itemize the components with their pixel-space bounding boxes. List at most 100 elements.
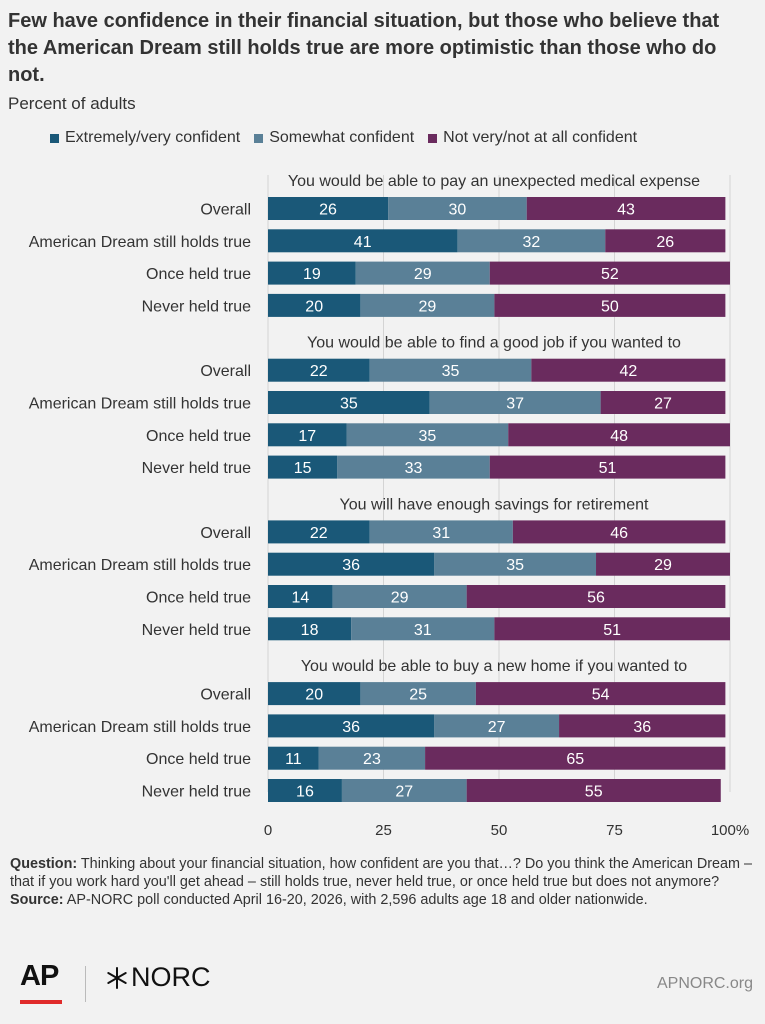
data-label: 36 (633, 719, 651, 736)
data-label: 52 (601, 266, 619, 283)
bar-segment (489, 261, 730, 285)
data-label: 35 (506, 557, 524, 574)
legend-label-not-very: Not very/not at all confident (443, 129, 638, 146)
source-text: AP-NORC poll conducted April 16-20, 2026… (63, 892, 648, 908)
row-label: Once held true (146, 590, 251, 607)
data-label: 29 (654, 557, 672, 574)
legend-swatch-somewhat (254, 133, 264, 143)
bar-segment (388, 197, 527, 220)
bar-segment (559, 714, 726, 738)
bar-segment (434, 714, 560, 738)
x-tick-label: 25 (375, 822, 392, 839)
data-label: 35 (340, 396, 358, 413)
data-label: 46 (610, 525, 628, 542)
bar-segment (429, 391, 601, 414)
bar-segment (360, 293, 495, 317)
chart-subtitle: Percent of adults (8, 94, 136, 113)
legend-swatch-not-very (428, 133, 438, 143)
data-label: 36 (342, 557, 360, 574)
bar-segment (425, 746, 726, 770)
row-label: American Dream still holds true (29, 719, 251, 736)
bar-segment (369, 358, 532, 382)
data-label: 26 (656, 234, 674, 251)
data-label: 19 (303, 266, 321, 283)
bar-segment (355, 261, 490, 285)
question-note: Question: Thinking about your financial … (10, 855, 755, 891)
bar-segment (600, 391, 726, 414)
bar-segment (351, 617, 495, 641)
x-tick-label: 75 (606, 822, 623, 839)
data-label: 36 (342, 719, 360, 736)
legend-item-somewhat: Somewhat confident (254, 129, 414, 147)
ap-logo-underline (20, 1000, 62, 1004)
row-label: Never held true (142, 622, 251, 639)
source-label: Source: (10, 892, 64, 908)
data-label: 65 (566, 751, 584, 768)
norc-logo: NORC (105, 962, 211, 993)
legend: Extremely/very confident Somewhat confid… (50, 129, 637, 147)
bar-segment (360, 682, 476, 706)
bar-segment (337, 455, 490, 479)
data-label: 31 (414, 622, 432, 639)
bar-segment (341, 779, 467, 802)
data-label: 20 (305, 298, 323, 315)
data-label: 51 (603, 622, 621, 639)
bar-segment (268, 261, 356, 285)
data-label: 42 (619, 363, 637, 380)
bar-segment (268, 391, 430, 414)
chart-title: Few have confidence in their financial s… (8, 10, 720, 86)
bar-segment (268, 617, 352, 641)
logo-divider (85, 966, 86, 1002)
data-label: 37 (506, 396, 524, 413)
question-label: Question: (10, 856, 78, 872)
stacked-bar-chart: 0 25 50 75 100% You would be able to pay an u… (29, 173, 749, 839)
row-label: Overall (200, 363, 251, 380)
data-label: 27 (488, 719, 506, 736)
data-label: 35 (418, 428, 436, 445)
row-label: Never held true (142, 460, 251, 477)
bar-segment (268, 520, 370, 544)
bar-segment (596, 552, 730, 576)
bar-segment (268, 423, 347, 447)
data-label: 33 (405, 460, 423, 477)
legend-label-extremely-very: Extremely/very confident (65, 129, 241, 146)
row-label: American Dream still holds true (29, 234, 251, 251)
row-label: Once held true (146, 266, 251, 283)
group-title: You would be able to buy a new home if y… (301, 658, 687, 675)
data-label: 56 (587, 590, 605, 607)
data-label: 41 (354, 234, 372, 251)
source-note: Source: AP-NORC poll conducted April 16-… (10, 891, 755, 909)
data-label: 18 (301, 622, 319, 639)
data-label: 27 (395, 784, 413, 801)
row-label: Never held true (142, 298, 251, 315)
bar-segment (605, 229, 726, 253)
data-label: 20 (305, 687, 323, 704)
bar-segment (526, 197, 726, 220)
row-label: Once held true (146, 751, 251, 768)
data-label: 29 (418, 298, 436, 315)
bar-segment (268, 197, 389, 220)
bar-segment (457, 229, 606, 253)
data-label: 55 (585, 784, 603, 801)
data-label: 31 (432, 525, 450, 542)
data-label: 25 (409, 687, 427, 704)
data-label: 54 (592, 687, 610, 704)
data-label: 23 (363, 751, 381, 768)
legend-item-extremely-very: Extremely/very confident (50, 129, 240, 147)
group-title: You will have enough savings for retirem… (340, 496, 649, 513)
ap-logo: AP (20, 960, 59, 992)
bar-segment (268, 358, 370, 382)
norc-logo-text: NORC (131, 962, 211, 992)
bar-segment (268, 779, 342, 802)
bar-segment (508, 423, 730, 447)
row-label: Overall (200, 525, 251, 542)
data-label: 48 (610, 428, 628, 445)
bar-segment (531, 358, 726, 382)
legend-swatch-extremely-very (50, 133, 59, 143)
row-label: Once held true (146, 428, 251, 445)
bar-segment (318, 746, 426, 770)
x-tick-label: 100% (711, 822, 749, 839)
site-url: APNORC.org (656, 975, 753, 992)
bar-segment (466, 585, 726, 608)
bar-segment (332, 585, 467, 608)
